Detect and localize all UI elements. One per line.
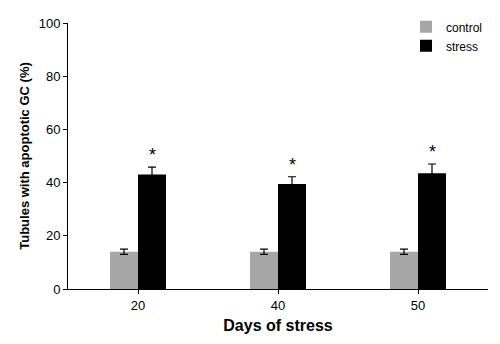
svg-text:50: 50 <box>411 298 425 313</box>
svg-text:*: * <box>149 145 156 165</box>
svg-text:100: 100 <box>39 16 61 31</box>
svg-text:80: 80 <box>46 69 60 84</box>
svg-text:*: * <box>289 155 296 175</box>
svg-text:40: 40 <box>46 175 60 190</box>
svg-text:20: 20 <box>46 228 60 243</box>
svg-text:40: 40 <box>271 298 285 313</box>
svg-text:0: 0 <box>53 282 60 297</box>
svg-text:control: control <box>446 21 482 35</box>
svg-text:Tubules with apoptotic GC (%): Tubules with apoptotic GC (%) <box>17 62 32 250</box>
svg-text:20: 20 <box>131 298 145 313</box>
svg-text:*: * <box>429 142 436 162</box>
svg-text:stress: stress <box>446 40 478 54</box>
svg-text:60: 60 <box>46 122 60 137</box>
svg-text:Days of stress: Days of stress <box>223 317 332 334</box>
